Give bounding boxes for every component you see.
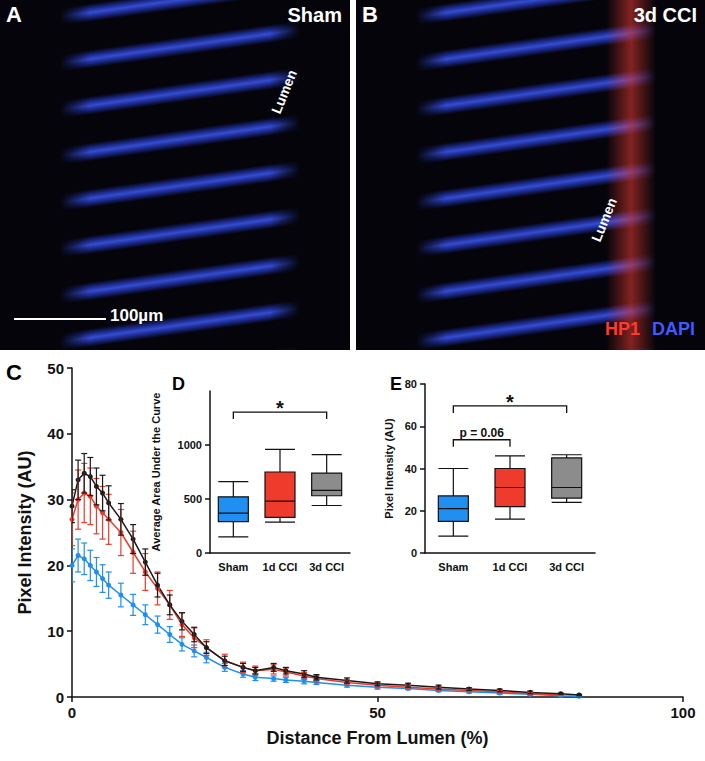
svg-text:40: 40	[405, 463, 417, 475]
html-text:DAPI: DAPI	[652, 319, 695, 339]
svg-text:0: 0	[196, 547, 202, 559]
svg-text:Average Area Under the Curve: Average Area Under the Curve	[150, 393, 162, 552]
svg-text:Sham: Sham	[438, 561, 468, 573]
svg-text:20: 20	[405, 505, 417, 517]
svg-text:0: 0	[56, 689, 64, 706]
svg-text:1d CCI: 1d CCI	[263, 561, 298, 573]
svg-text:3d CCI: 3d CCI	[309, 561, 344, 573]
html-text:HP1: HP1	[605, 319, 640, 339]
svg-text:0: 0	[68, 704, 76, 721]
svg-text:Distance From Lumen (%): Distance From Lumen (%)	[266, 728, 488, 748]
svg-text:*: *	[276, 397, 284, 419]
svg-text:1d CCI: 1d CCI	[493, 561, 528, 573]
svg-text:50: 50	[369, 704, 386, 721]
svg-text:Pixel Intensity (AU): Pixel Intensity (AU)	[15, 450, 35, 614]
svg-text:500: 500	[184, 493, 202, 505]
html-text:Lumen: Lumen	[588, 195, 620, 244]
html-text:3d CCI: 3d CCI	[633, 4, 697, 26]
svg-text:*: *	[506, 391, 514, 413]
svg-text:80: 80	[405, 378, 417, 390]
svg-text:40: 40	[47, 425, 64, 442]
svg-text:50: 50	[47, 360, 64, 377]
svg-text:Sham: Sham	[218, 561, 248, 573]
html-text:D: D	[172, 374, 185, 394]
svg-text:1000: 1000	[178, 439, 202, 451]
html-text:B: B	[362, 2, 378, 27]
svg-text:30: 30	[47, 491, 64, 508]
html-text:Lumen: Lumen	[268, 67, 300, 116]
svg-text:10: 10	[47, 623, 64, 640]
svg-text:3d CCI: 3d CCI	[549, 561, 584, 573]
svg-text:0: 0	[411, 547, 417, 559]
svg-text:Pixel Intensity (AU): Pixel Intensity (AU)	[383, 418, 395, 519]
html-text:A: A	[6, 2, 22, 27]
svg-text:20: 20	[47, 557, 64, 574]
html-text:100µm: 100µm	[110, 306, 164, 325]
svg-text:100: 100	[670, 704, 695, 721]
html-text:C: C	[6, 360, 22, 385]
svg-text:p = 0.06: p = 0.06	[459, 426, 504, 440]
html-text:E: E	[390, 374, 402, 394]
html-text:Sham: Sham	[287, 4, 342, 26]
svg-text:60: 60	[405, 420, 417, 432]
